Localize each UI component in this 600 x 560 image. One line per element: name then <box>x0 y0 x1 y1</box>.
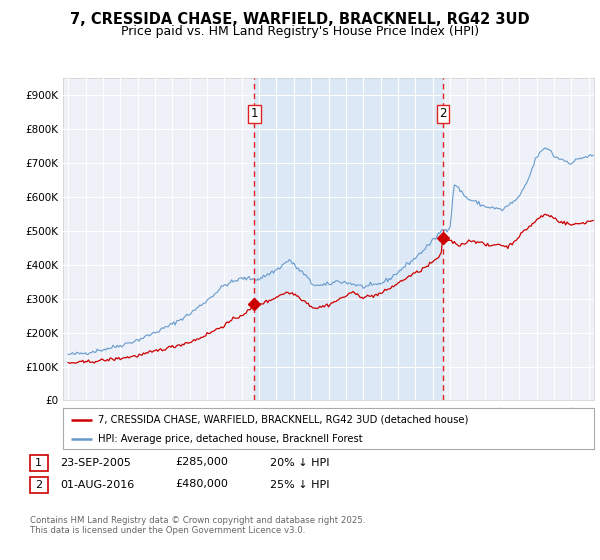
Text: £285,000: £285,000 <box>175 458 228 468</box>
Text: 20% ↓ HPI: 20% ↓ HPI <box>270 458 329 468</box>
Text: 23-SEP-2005: 23-SEP-2005 <box>60 458 131 468</box>
FancyBboxPatch shape <box>29 477 47 492</box>
Text: 01-AUG-2016: 01-AUG-2016 <box>60 479 134 489</box>
Text: 1: 1 <box>35 458 42 468</box>
Bar <box>254 78 443 400</box>
Text: Contains HM Land Registry data © Crown copyright and database right 2025.
This d: Contains HM Land Registry data © Crown c… <box>30 516 365 535</box>
Text: 7, CRESSIDA CHASE, WARFIELD, BRACKNELL, RG42 3UD (detached house): 7, CRESSIDA CHASE, WARFIELD, BRACKNELL, … <box>98 415 468 424</box>
FancyBboxPatch shape <box>29 455 47 470</box>
Text: 2: 2 <box>439 107 446 120</box>
Text: 2: 2 <box>35 479 42 489</box>
Text: HPI: Average price, detached house, Bracknell Forest: HPI: Average price, detached house, Brac… <box>98 434 362 444</box>
Text: 7, CRESSIDA CHASE, WARFIELD, BRACKNELL, RG42 3UD: 7, CRESSIDA CHASE, WARFIELD, BRACKNELL, … <box>70 12 530 27</box>
Text: £480,000: £480,000 <box>175 479 228 489</box>
Text: 25% ↓ HPI: 25% ↓ HPI <box>270 479 329 489</box>
Text: Price paid vs. HM Land Registry's House Price Index (HPI): Price paid vs. HM Land Registry's House … <box>121 25 479 38</box>
Text: 1: 1 <box>251 107 258 120</box>
